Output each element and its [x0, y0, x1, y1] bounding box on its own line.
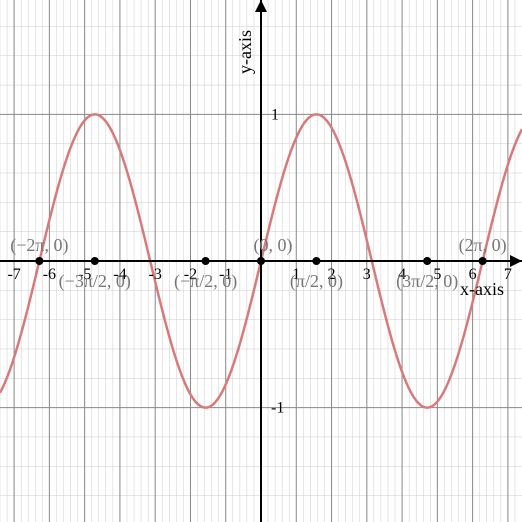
point-label: (−2π, 0)	[10, 235, 68, 256]
x-axis-label: x-axis	[460, 279, 504, 299]
point-label: (−π/2, 0)	[174, 271, 237, 292]
marked-point	[257, 257, 265, 265]
point-label: (0, 0)	[254, 235, 293, 256]
y-axis-label: y-axis	[235, 30, 255, 74]
marked-point	[423, 257, 431, 265]
marked-point	[312, 257, 320, 265]
point-label: (3π/2, 0)	[396, 271, 458, 292]
sine-chart: -7-6-5-4-3-2-11234567-11y-axisx-axis(−2π…	[0, 0, 522, 522]
x-tick-label: 3	[363, 266, 371, 283]
x-tick-label: -6	[43, 266, 56, 283]
point-label: (2π, 0)	[459, 235, 507, 256]
y-tick-label: 1	[271, 106, 279, 123]
marked-point	[91, 257, 99, 265]
marked-point	[479, 257, 487, 265]
x-tick-label: -3	[149, 266, 162, 283]
point-label: (π/2, 0)	[290, 271, 343, 292]
point-label: (−3π/2, 0)	[59, 271, 131, 292]
marked-point	[35, 257, 43, 265]
y-tick-label: -1	[271, 400, 284, 417]
marked-point	[202, 257, 210, 265]
x-tick-label: -7	[7, 266, 20, 283]
x-tick-label: 7	[504, 266, 512, 283]
